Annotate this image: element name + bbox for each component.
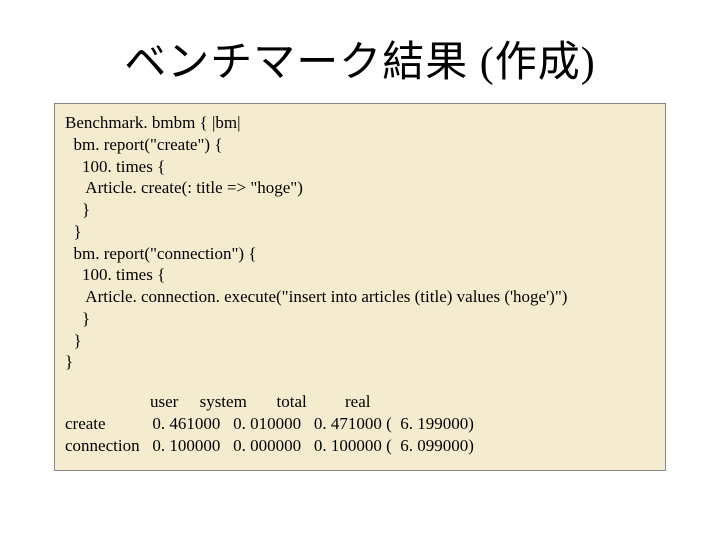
code-line: 100. times { [65, 264, 655, 286]
slide: ベンチマーク結果 (作成) Benchmark. bmbm { |bm| bm.… [0, 0, 720, 540]
spacer [65, 373, 655, 391]
code-line: } [65, 351, 655, 373]
slide-title: ベンチマーク結果 (作成) [54, 28, 666, 89]
code-line: Article. connection. execute("insert int… [65, 286, 655, 308]
code-line: Benchmark. bmbm { |bm| [65, 112, 655, 134]
result-row: create 0. 461000 0. 010000 0. 471000 ( 6… [65, 413, 655, 435]
code-line: 100. times { [65, 156, 655, 178]
result-row: connection 0. 100000 0. 000000 0. 100000… [65, 435, 655, 457]
code-block: Benchmark. bmbm { |bm| bm. report("creat… [54, 103, 666, 471]
code-line: bm. report("create") { [65, 134, 655, 156]
code-line: } [65, 330, 655, 352]
code-line: } [65, 308, 655, 330]
code-line: bm. report("connection") { [65, 243, 655, 265]
code-line: } [65, 199, 655, 221]
code-line: Article. create(: title => "hoge") [65, 177, 655, 199]
result-header: user system total real [65, 391, 655, 413]
code-line: } [65, 221, 655, 243]
